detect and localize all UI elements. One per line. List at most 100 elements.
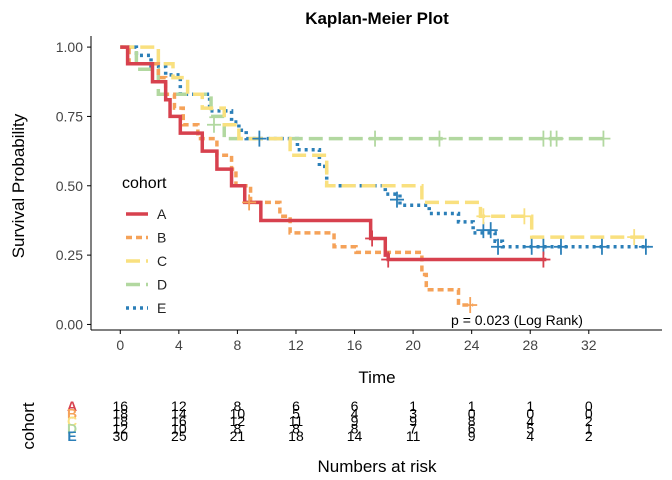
censor-mark-d [432,130,447,147]
risk-count-c: 4 [526,413,534,429]
x-tick-label: 4 [175,337,183,353]
risk-row-label-c: C [67,413,77,429]
risk-count-b: 18 [112,406,128,422]
risk-count-e: 18 [288,428,304,444]
risk-count-e: 4 [526,428,534,444]
risk-count-b: 0 [585,406,593,422]
censor-mark-e [483,222,498,239]
survival-curve-d [120,45,605,141]
risk-count-e: 14 [347,428,363,444]
legend-label-e: E [157,300,166,316]
p-value-annotation: p = 0.023 (Log Rank) [451,312,583,328]
risk-count-b: 10 [230,406,246,422]
risk-count-a: 0 [585,398,593,414]
risk-count-d: 1 [585,421,593,437]
risk-row-label-a: A [67,398,77,414]
risk-count-e: 9 [468,428,476,444]
legend-label-a: A [157,206,167,222]
risk-count-b: 0 [526,406,534,422]
censor-mark-e [638,238,653,255]
y-axis-title: Survival Probability [9,113,28,258]
censor-marks [206,116,653,314]
risk-count-d: 6 [468,421,476,437]
risk-count-e: 2 [585,428,593,444]
risk-count-d: 5 [526,421,534,437]
censor-mark-e [594,238,609,255]
risk-table: cohort A 16 12 8 6 6 1 1 1 0B 18 14 10 5 4 3 0 0 0C 18 16 12 1… [19,398,593,476]
censor-mark-a [536,251,551,268]
risk-count-a: 12 [171,398,187,414]
risk-count-c: 9 [409,413,417,429]
risk-count-e: 25 [171,428,187,444]
risk-count-c: 8 [468,413,476,429]
x-tick-label: 24 [464,337,480,353]
risk-count-b: 4 [351,406,359,422]
chart-title: Kaplan-Meier Plot [305,9,449,28]
censor-mark-c [517,208,532,225]
risk-count-a: 1 [468,398,476,414]
risk-count-e: 11 [406,428,421,444]
risk-count-d: 8 [234,421,242,437]
censor-mark-d [596,130,611,147]
risk-count-e: 30 [112,428,128,444]
risk-count-a: 16 [112,398,128,414]
y-tick-label: 0.75 [56,108,83,124]
x-tick-label: 20 [405,337,421,353]
risk-count-d: 8 [351,421,359,437]
x-tick-label: 8 [234,337,242,353]
risk-count-a: 1 [526,398,534,414]
risk-count-e: 21 [230,428,246,444]
risk-count-a: 6 [351,398,359,414]
x-tick-label: 16 [347,337,363,353]
legend-label-d: D [157,277,167,293]
risk-count-b: 0 [468,406,476,422]
x-axis-title: Time [358,368,395,387]
risk-count-d: 8 [292,421,300,437]
censor-mark-b [242,194,257,211]
risk-count-c: 9 [351,413,359,429]
x-tick-label: 28 [522,337,538,353]
risk-count-c: 16 [171,413,187,429]
y-tick-label: 0.00 [56,316,83,332]
legend-label-c: C [157,253,167,269]
risk-count-a: 6 [292,398,300,414]
risk-count-c: 12 [230,413,246,429]
risk-count-c: 18 [112,413,128,429]
censor-mark-d [549,130,564,147]
risk-count-d: 12 [112,421,128,437]
censor-mark-e [252,130,267,147]
x-tick-label: 0 [116,337,124,353]
risk-count-b: 3 [409,406,417,422]
risk-count-b: 5 [292,406,300,422]
y-tick-label: 1.00 [56,39,83,55]
censor-mark-b [463,297,478,314]
censor-mark-d [206,116,221,133]
risk-row-label-e: E [67,428,76,444]
legend-title: cohort [122,175,167,192]
censor-mark-c [476,208,491,225]
censor-mark-e [389,191,404,208]
risk-count-a: 1 [409,398,417,414]
risk-count-d: 7 [409,421,417,437]
survival-curve-b [120,45,474,307]
x-tick-label: 12 [288,337,304,353]
censor-mark-c [627,229,642,246]
risk-count-c: 11 [289,413,304,429]
risk-count-c: 2 [585,413,593,429]
censor-mark-e [524,238,539,255]
risk-row-label-d: D [67,421,77,437]
risk-table-ylabel: cohort [19,402,38,450]
survival-curve-a [120,45,547,262]
y-axis-ticks: 0.00 0.25 0.50 0.75 1.00 [56,39,91,332]
x-axis-ticks: 0 4 8 12 16 20 24 28 32 [116,330,597,353]
risk-row-label-b: B [67,406,77,422]
risk-count-a: 8 [234,398,242,414]
censor-mark-d [368,130,383,147]
y-tick-label: 0.25 [56,247,83,263]
censor-mark-a [365,230,380,247]
survival-curves [120,45,649,307]
censor-mark-e [553,238,568,255]
risk-count-b: 14 [171,406,187,422]
